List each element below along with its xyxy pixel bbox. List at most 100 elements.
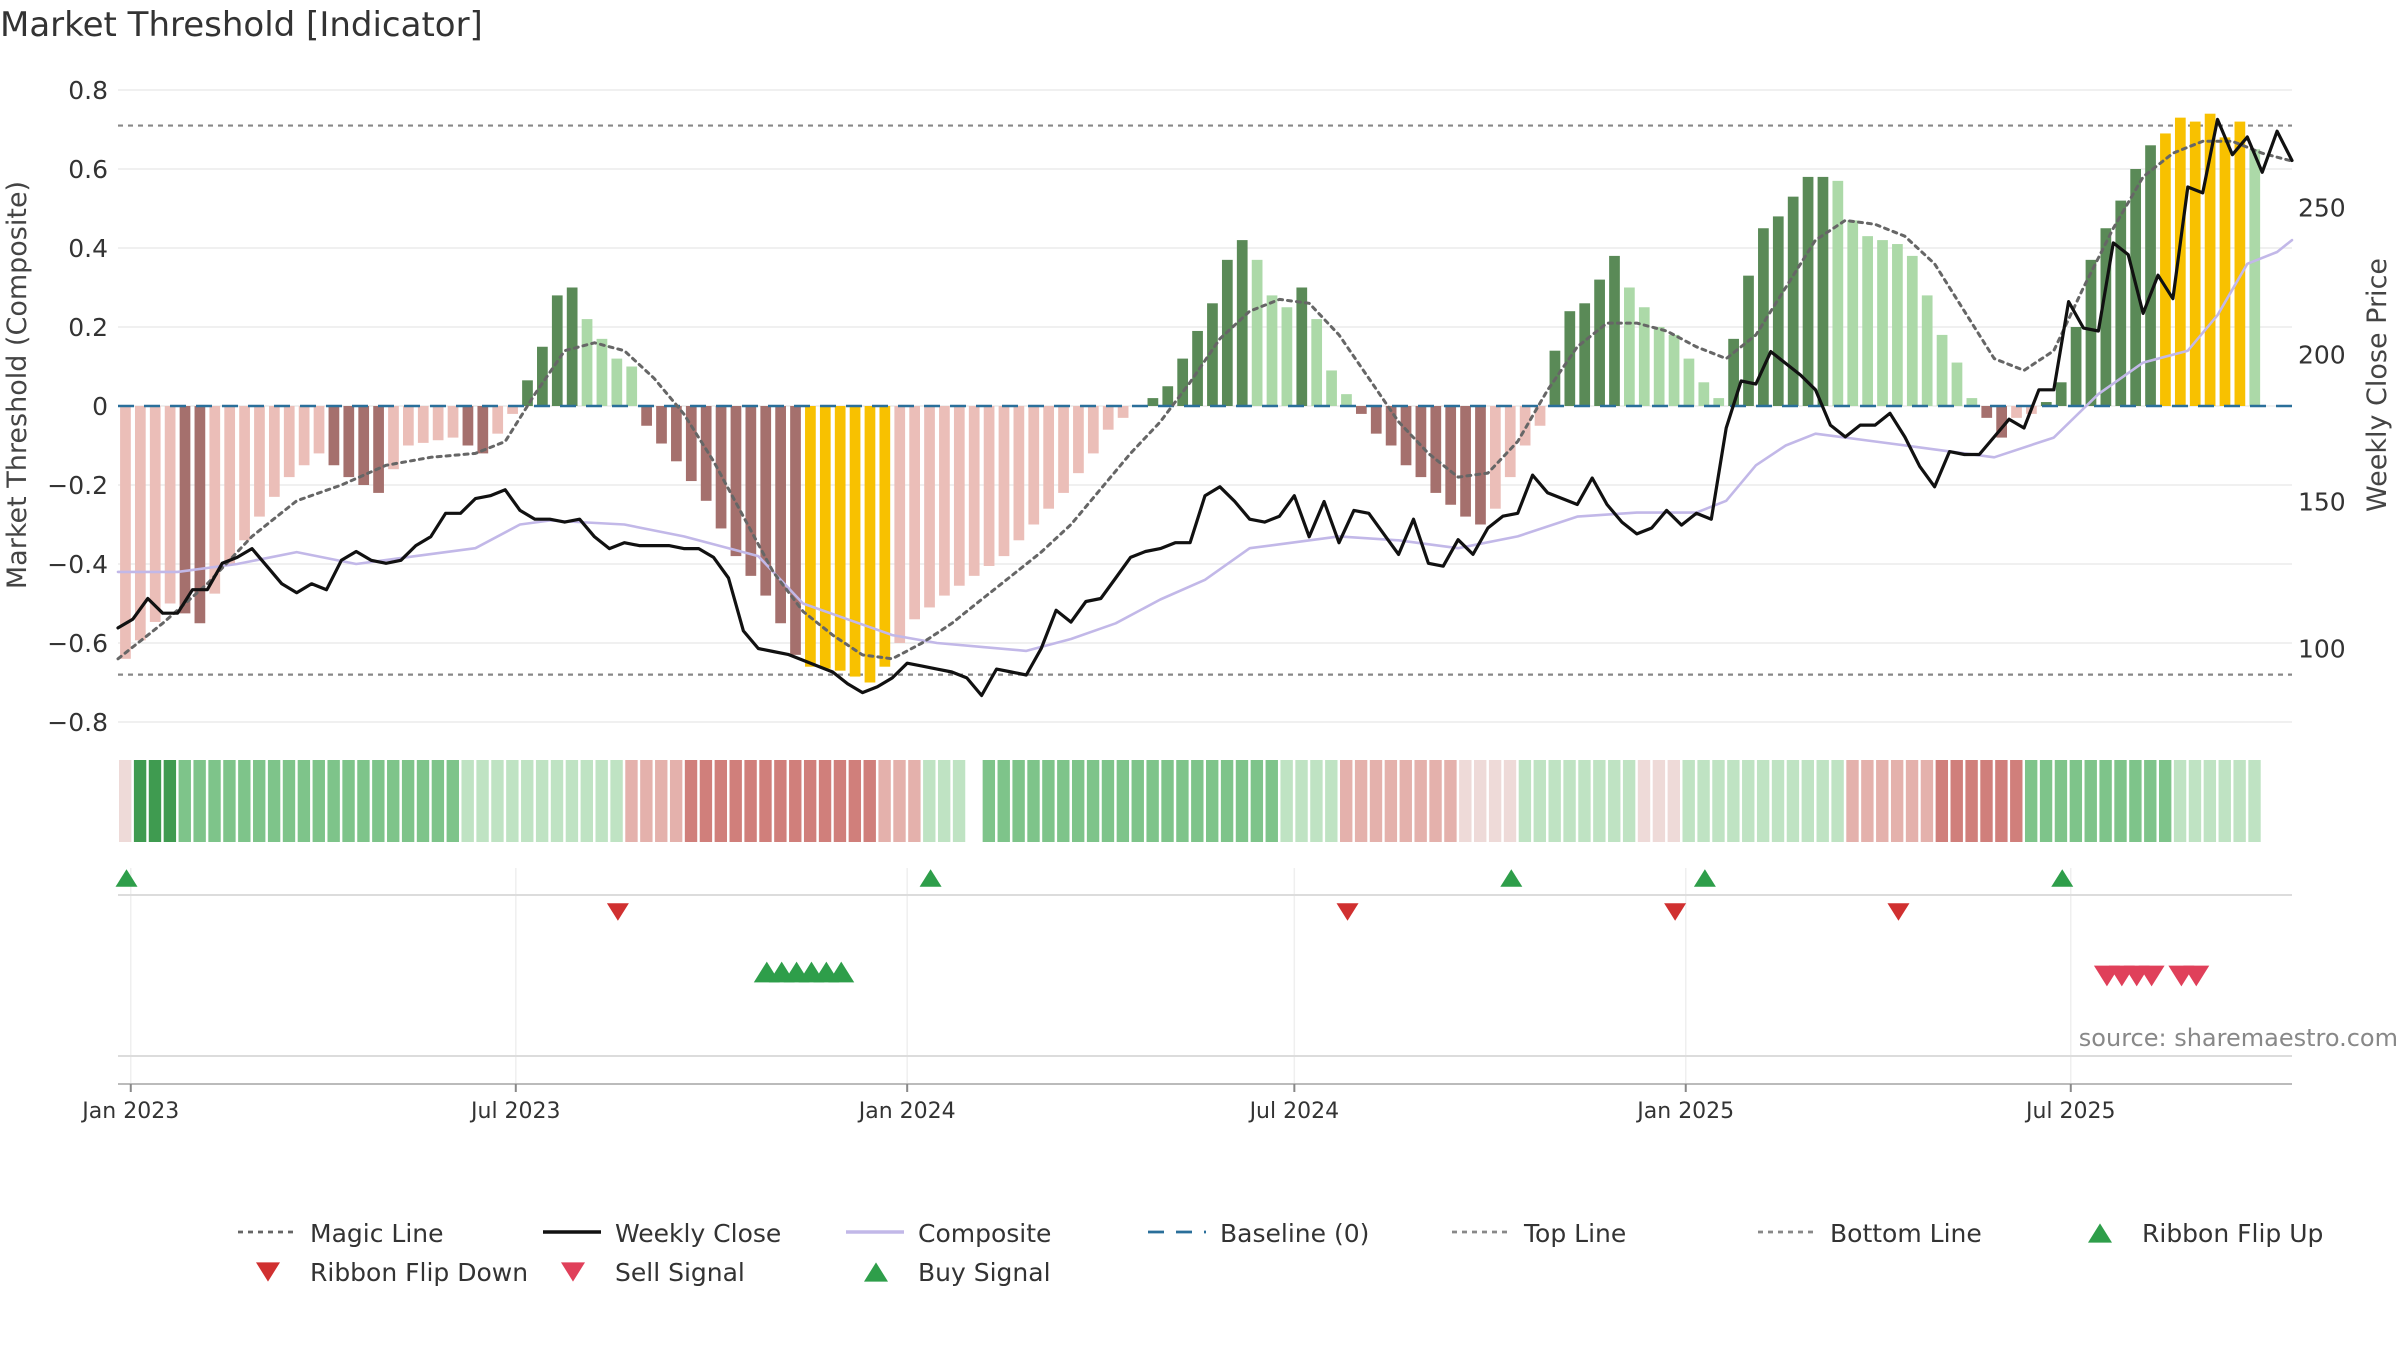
ribbon-cell bbox=[2203, 760, 2217, 842]
composite-bar bbox=[939, 406, 950, 596]
ribbon-cell bbox=[1652, 760, 1666, 842]
composite-bar bbox=[671, 406, 682, 462]
ribbon-cell bbox=[1503, 760, 1517, 842]
y-axis-label: Market Threshold (Composite) bbox=[2, 181, 33, 589]
y-tick-label: −0.2 bbox=[47, 471, 108, 500]
ribbon-cell bbox=[521, 760, 534, 842]
ribbon-cell bbox=[238, 760, 251, 842]
composite-bar bbox=[1594, 279, 1605, 406]
composite-bar bbox=[492, 406, 504, 434]
legend-item: Sell Signal bbox=[561, 1258, 745, 1287]
legend: Magic Line Weekly Close Composite Baseline … bbox=[238, 1219, 2323, 1287]
composite-bar bbox=[1802, 176, 1814, 406]
ribbon-cell bbox=[357, 760, 370, 842]
ribbon-cell bbox=[1742, 760, 1755, 842]
ribbon-cell bbox=[1608, 760, 1621, 842]
y2-axis-label: Weekly Close Price bbox=[2362, 258, 2393, 512]
ribbon-cell bbox=[863, 760, 876, 842]
weekly-close-line bbox=[116, 117, 2294, 698]
legend-item: Bottom Line bbox=[1758, 1219, 1982, 1248]
legend-label: Magic Line bbox=[310, 1219, 444, 1248]
composite-bar bbox=[1579, 303, 1591, 406]
legend-item: Composite bbox=[846, 1219, 1051, 1248]
y-tick-label: −0.6 bbox=[47, 629, 108, 658]
composite-bar bbox=[328, 406, 340, 466]
composite-bar bbox=[1102, 406, 1114, 430]
ribbon-cell bbox=[803, 760, 817, 842]
composite-bar bbox=[2234, 121, 2246, 406]
composite-bar bbox=[953, 406, 965, 586]
legend-label: Buy Signal bbox=[918, 1258, 1051, 1287]
composite-bar bbox=[656, 406, 667, 444]
composite-bar bbox=[432, 406, 444, 441]
composite-bar bbox=[715, 406, 727, 529]
composite-bar bbox=[730, 406, 742, 557]
ribbon-cell bbox=[625, 760, 638, 842]
composite-bar bbox=[2160, 133, 2171, 406]
composite-bar bbox=[1981, 406, 1993, 418]
ribbon-cell bbox=[1622, 760, 1636, 842]
x-tick-label: Jan 2023 bbox=[80, 1099, 179, 1124]
composite-bar bbox=[1490, 406, 1501, 509]
ribbon-cell bbox=[1876, 760, 1889, 842]
composite-bar bbox=[1534, 406, 1546, 426]
ribbon-cell bbox=[2173, 760, 2187, 842]
y2-tick-label: 250 bbox=[2298, 194, 2346, 223]
composite-bar bbox=[819, 406, 831, 669]
ribbon-cell bbox=[1563, 760, 1576, 842]
composite-bar bbox=[268, 406, 280, 497]
legend-label: Baseline (0) bbox=[1220, 1219, 1369, 1248]
ribbon-cell bbox=[1950, 760, 1963, 842]
ribbon-cell bbox=[1980, 760, 1993, 842]
x-tick-label: Jan 2025 bbox=[1635, 1099, 1734, 1124]
composite-bar bbox=[358, 406, 370, 485]
ribbon-cell bbox=[1578, 760, 1591, 842]
ribbon-cell bbox=[178, 760, 191, 842]
ribbon-cell bbox=[1727, 760, 1740, 842]
composite-bar bbox=[164, 406, 176, 604]
ribbon-cell bbox=[253, 760, 266, 842]
ribbon-cell bbox=[1801, 760, 1815, 842]
composite-bar bbox=[1653, 327, 1665, 406]
ribbon-cell bbox=[982, 760, 996, 842]
composite-bar bbox=[1698, 382, 1710, 406]
composite-bar bbox=[2100, 228, 2112, 406]
ribbon-cell bbox=[1325, 760, 1338, 842]
ribbon-cell bbox=[893, 760, 906, 842]
ribbon-cell bbox=[2188, 760, 2202, 842]
composite-bar bbox=[909, 406, 920, 620]
x-tick-label: Jan 2024 bbox=[857, 1099, 956, 1124]
legend-swatch-icon bbox=[256, 1262, 280, 1282]
ribbon-cell bbox=[2233, 760, 2246, 842]
composite-bar bbox=[641, 406, 652, 426]
composite-bar bbox=[1281, 307, 1293, 406]
ribbon-cell bbox=[1012, 760, 1025, 842]
ribbon-cell bbox=[1488, 760, 1502, 842]
ribbon-cell bbox=[1771, 760, 1785, 842]
composite-bar bbox=[805, 406, 816, 667]
composite-bar bbox=[2219, 137, 2231, 406]
composite-bar bbox=[1668, 334, 1680, 406]
ribbon-cell bbox=[1176, 760, 1189, 842]
ribbon-cell bbox=[1697, 760, 1710, 842]
ribbon-cell bbox=[550, 760, 564, 842]
chart-title: Market Threshold [Indicator] bbox=[0, 5, 483, 45]
composite-bar bbox=[1713, 398, 1725, 406]
composite-bar bbox=[254, 406, 265, 517]
y-axis-ticks: 0.8 0.6 0.4 0.2 0 −0.2 −0.4 −0.6 −0.8 bbox=[47, 76, 108, 737]
ribbon-cell bbox=[431, 760, 445, 842]
ribbon-cell bbox=[1250, 760, 1264, 842]
composite-bar bbox=[1460, 406, 1471, 517]
x-tick-label: Jul 2023 bbox=[469, 1099, 561, 1124]
composite-bar bbox=[596, 338, 608, 406]
ribbon-cell bbox=[1935, 760, 1949, 842]
composite-bar bbox=[2011, 406, 2022, 418]
ribbon-cell bbox=[1220, 760, 1234, 842]
composite-bar bbox=[685, 406, 697, 482]
composite-bar bbox=[1847, 220, 1859, 406]
composite-bar bbox=[2145, 145, 2156, 407]
ribbon-cell bbox=[937, 760, 951, 842]
ribbon-cell bbox=[1890, 760, 1904, 842]
ribbon-cell bbox=[1786, 760, 1800, 842]
composite-bar bbox=[1296, 287, 1308, 406]
